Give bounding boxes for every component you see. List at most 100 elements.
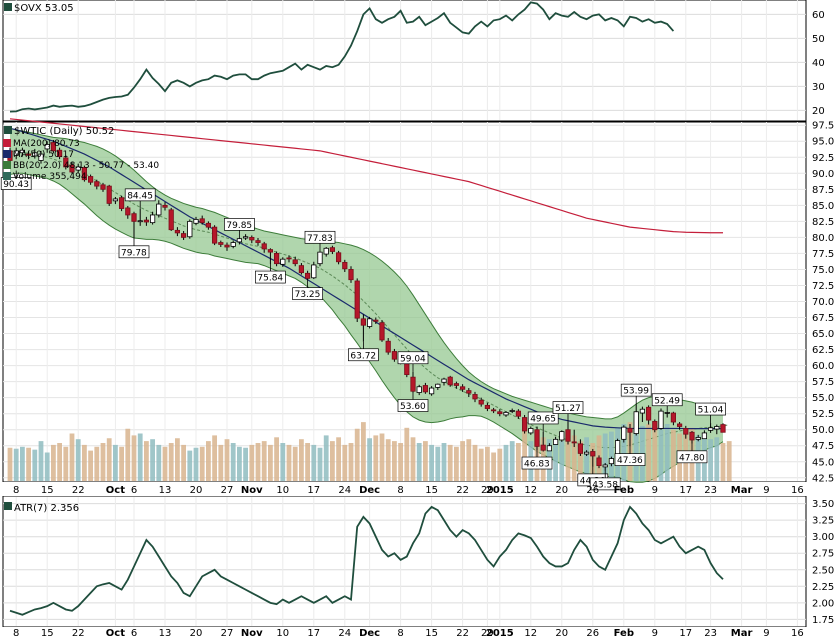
candle-body bbox=[565, 429, 571, 442]
x-tick-label: 17 bbox=[679, 628, 692, 638]
volume-bar bbox=[156, 444, 162, 481]
x-tick-label: 23 bbox=[704, 628, 717, 638]
volume-bar bbox=[230, 443, 236, 481]
annotation-box bbox=[521, 456, 553, 470]
annotation-box bbox=[304, 230, 336, 244]
candle-body bbox=[19, 149, 26, 154]
legend-item: Volume 355,494 bbox=[13, 172, 87, 182]
atr-y-tick: 1.75 bbox=[812, 615, 834, 626]
candle-body bbox=[168, 209, 174, 231]
candle-body bbox=[267, 249, 274, 253]
annotation-label: 43.58 bbox=[592, 480, 618, 490]
annotation-label: 79.85 bbox=[226, 221, 252, 231]
volume-bar bbox=[44, 452, 50, 481]
candle-body bbox=[75, 166, 81, 171]
x-tick-label: Feb bbox=[614, 628, 634, 638]
volume-bar bbox=[497, 448, 503, 481]
candle-body bbox=[503, 412, 509, 416]
annotation-box bbox=[124, 188, 156, 202]
annotation-box bbox=[0, 177, 32, 190]
candle-body bbox=[323, 247, 329, 255]
candle-body bbox=[466, 390, 472, 394]
volume-bar bbox=[373, 435, 379, 481]
x-tick-label: 15 bbox=[41, 485, 54, 496]
x-tick-label: 27 bbox=[221, 485, 234, 496]
wtic-y-tick: 72.5 bbox=[812, 281, 834, 292]
volume-bar bbox=[565, 433, 571, 481]
candle-body bbox=[57, 149, 63, 158]
volume-bar bbox=[342, 444, 348, 481]
annotation-box bbox=[527, 411, 559, 425]
annotation-box bbox=[224, 218, 255, 231]
x-tick-label: Dec bbox=[359, 628, 380, 638]
volume-bar bbox=[131, 435, 137, 481]
candle-body bbox=[459, 386, 466, 390]
volume-bar bbox=[658, 422, 664, 481]
ovx-legend-swatch bbox=[4, 3, 12, 11]
candle-body bbox=[193, 219, 199, 224]
volume-bar bbox=[720, 443, 726, 481]
candle-body bbox=[478, 399, 484, 405]
candle-body bbox=[342, 261, 348, 270]
candle-body bbox=[218, 242, 224, 245]
candle-body bbox=[187, 220, 193, 238]
candle-body bbox=[658, 410, 664, 429]
x-tick-label: 29 bbox=[481, 628, 494, 638]
wtic-y-tick: 92.5 bbox=[812, 153, 834, 164]
wtic-y-tick: 77.5 bbox=[812, 249, 834, 260]
volume-bar bbox=[199, 446, 205, 481]
wtic-y-tick: 95.0 bbox=[812, 137, 834, 148]
volume-bar bbox=[26, 447, 31, 481]
candle-body bbox=[559, 431, 565, 441]
volume-bar bbox=[187, 450, 193, 481]
ovx-panel: 20 30 40 50 60 $OVX 53.05 bbox=[3, 0, 825, 120]
candle-body bbox=[428, 387, 435, 395]
wtic-y-tick: 47.5 bbox=[812, 441, 834, 452]
candle-body bbox=[205, 222, 211, 228]
volume-bar bbox=[69, 433, 75, 481]
candle-body bbox=[50, 142, 57, 152]
volume-bar bbox=[212, 435, 217, 481]
x-tick-label: 15 bbox=[425, 628, 438, 638]
annotation-label: 75.84 bbox=[257, 274, 283, 284]
ovx-y-tick: 60 bbox=[812, 10, 825, 21]
ma50-line bbox=[9, 127, 723, 430]
annotation-box bbox=[397, 399, 429, 412]
volume-bar bbox=[249, 444, 255, 481]
wtic-y-tick: 42.5 bbox=[812, 473, 834, 484]
volume-bar bbox=[168, 443, 174, 481]
candle-body bbox=[509, 410, 515, 412]
volume-bar bbox=[305, 443, 310, 481]
x-tick-label: 27 bbox=[221, 628, 234, 638]
x-tick-label: 15 bbox=[41, 628, 54, 638]
wtic-y-tick: 50.0 bbox=[812, 425, 834, 436]
annotation-box bbox=[695, 402, 726, 416]
volume-bar bbox=[336, 437, 341, 481]
volume-bar bbox=[323, 435, 329, 481]
x-tick-label: 13 bbox=[159, 485, 172, 496]
annotation-label: 79.78 bbox=[121, 248, 147, 258]
candle-body bbox=[410, 376, 416, 392]
x-tick-label: 29 bbox=[481, 485, 494, 496]
wtic-y-tick: 97.5 bbox=[812, 121, 834, 132]
ovx-y-tick: 20 bbox=[812, 106, 825, 117]
atr-y-tick: 3.50 bbox=[812, 499, 834, 510]
volume-bar bbox=[7, 447, 13, 481]
candle-body bbox=[311, 264, 317, 279]
x-tick-label: 10 bbox=[276, 628, 289, 638]
volume-bar bbox=[57, 443, 62, 481]
atr-panel: 1.75 2.00 2.25 2.50 2.75 3.00 3.25 3.50 ATR(7) 2… bbox=[3, 497, 834, 626]
volume-bar bbox=[100, 443, 106, 481]
x-tick-label: 2015 bbox=[486, 485, 514, 496]
annotation-label: 84.45 bbox=[127, 191, 153, 201]
volume-bar bbox=[119, 446, 124, 481]
volume-bar bbox=[243, 447, 248, 481]
candle-body bbox=[348, 269, 354, 281]
candle-body bbox=[447, 376, 453, 386]
volume-bar bbox=[206, 441, 211, 481]
volume-bar bbox=[466, 439, 472, 481]
x-tick-label: 10 bbox=[276, 485, 289, 496]
atr-y-tick: 3.00 bbox=[812, 532, 834, 543]
wtic-y-tick: 55.0 bbox=[812, 393, 834, 404]
x-tick-label: 16 bbox=[791, 485, 804, 496]
